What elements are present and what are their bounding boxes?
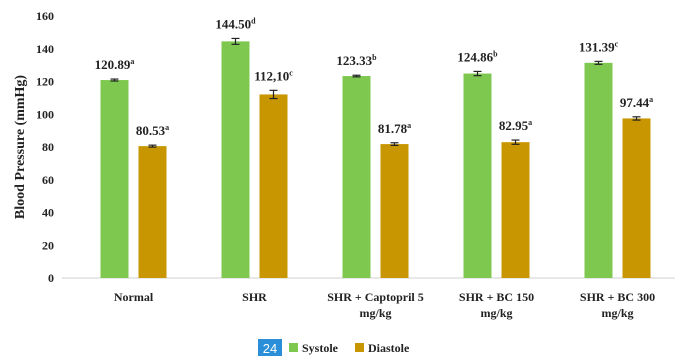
y-tick-label: 0 [48, 271, 54, 285]
significance-letter: b [372, 53, 377, 62]
bar-systole [100, 80, 129, 278]
data-label-diastole: 81.78a [378, 121, 411, 136]
data-label-systole: 131.39c [579, 39, 619, 54]
bar-diastole [380, 144, 409, 278]
x-category-label: SHR [242, 290, 267, 304]
y-axis-label: Blood Pressure (mmHg) [13, 75, 28, 219]
page-number: 24 [263, 341, 277, 356]
data-label-diastole: 82.95a [499, 118, 532, 133]
x-category-line: mg/kg [601, 306, 633, 320]
legend-label-diastole: Diastole [368, 341, 410, 355]
y-tick-label: 120 [36, 75, 54, 89]
x-category-label: Normal [114, 290, 154, 304]
bar-systole [342, 76, 371, 279]
data-label-systole: 120.89a [95, 57, 135, 72]
x-category-label: SHR + BC 300 mg/kg [580, 290, 655, 320]
bar-systole [584, 62, 613, 278]
bar-diastole [138, 146, 167, 278]
y-tick-label: 80 [42, 140, 54, 154]
x-category-line: SHR + BC 300 [580, 290, 655, 304]
data-label-diastole: 97.44a [620, 95, 653, 110]
data-label-diastole: 80.53a [136, 123, 169, 138]
x-category-line: Normal [114, 290, 154, 304]
legend-swatch-systole [289, 343, 298, 352]
significance-letter: a [165, 123, 169, 132]
x-category-label: SHR + BC 150 mg/kg [459, 290, 534, 320]
bar-systole [463, 73, 492, 278]
page-number-badge [258, 339, 282, 356]
y-tick-label: 20 [42, 238, 54, 252]
chart-bars [100, 37, 651, 279]
significance-letter: b [493, 49, 498, 58]
significance-letter: a [130, 57, 134, 66]
significance-letter: c [289, 68, 293, 77]
data-label-systole: 123.33b [336, 53, 377, 68]
bar-systole [221, 41, 250, 278]
data-label-systole: 144.50d [215, 16, 256, 31]
data-label-systole: 124.86b [457, 49, 498, 64]
significance-letter: c [615, 39, 619, 48]
y-tick-label: 160 [36, 9, 54, 23]
legend-swatch-diastole [355, 343, 364, 352]
y-tick-label: 140 [36, 42, 54, 56]
significance-letter: a [407, 121, 411, 130]
significance-letter: d [251, 16, 256, 25]
x-category-line: SHR + Captopril 5 [327, 290, 424, 304]
x-category-line: SHR [242, 290, 267, 304]
legend-label-systole: Systole [302, 341, 339, 355]
x-category-line: SHR + BC 150 [459, 290, 534, 304]
data-label-diastole: 112,10c [254, 68, 293, 83]
bar-diastole [259, 94, 288, 278]
x-category-label: SHR + Captopril 5 mg/kg [327, 290, 424, 320]
y-tick-label: 60 [42, 173, 54, 187]
y-tick-label: 40 [42, 206, 54, 220]
x-category-line: mg/kg [480, 306, 512, 320]
bar-diastole [622, 118, 651, 278]
significance-letter: a [649, 95, 653, 104]
bar-diastole [501, 142, 530, 278]
chart-legend: 24 Systole Diastole [258, 339, 410, 356]
y-tick-label: 100 [36, 107, 54, 121]
chart-value-labels: 120.89a 80.53a 144.50d 112,10c 123.33b 81.78a… [95, 16, 654, 138]
x-category-line: mg/kg [359, 306, 391, 320]
chart-axes: 0 20 40 60 80 100 120 140 160 Blood Pressure (mmH… [13, 9, 675, 285]
significance-letter: a [528, 118, 532, 127]
